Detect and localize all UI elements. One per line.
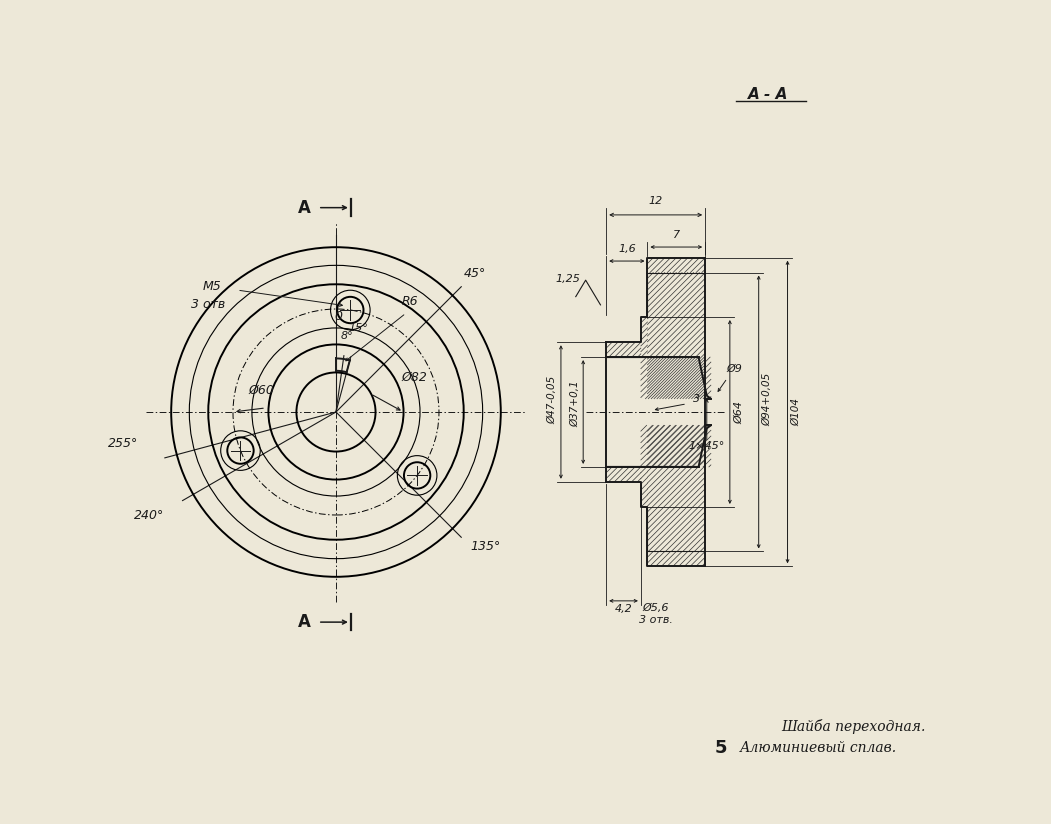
- Text: Ø60: Ø60: [249, 384, 274, 397]
- Text: 15°: 15°: [349, 324, 368, 334]
- Text: 1,25: 1,25: [555, 274, 580, 283]
- Text: 12: 12: [648, 196, 663, 206]
- Text: R6: R6: [401, 295, 418, 308]
- Text: 4,2: 4,2: [615, 604, 633, 615]
- Text: 1×45°: 1×45°: [688, 441, 725, 451]
- Text: A: A: [298, 613, 311, 631]
- Text: Ø5,6: Ø5,6: [642, 602, 668, 613]
- Text: 3 отв.: 3 отв.: [639, 615, 673, 625]
- Text: 8°: 8°: [341, 331, 353, 341]
- Text: Ø104: Ø104: [790, 398, 801, 426]
- Text: Алюминиевый сплав.: Алюминиевый сплав.: [740, 742, 897, 755]
- Text: 45°: 45°: [463, 267, 486, 280]
- Text: Ø37+0,1: Ø37+0,1: [570, 381, 580, 427]
- Text: Ø94+0,05: Ø94+0,05: [762, 373, 772, 426]
- Text: 3: 3: [694, 394, 700, 404]
- Text: 1,6: 1,6: [618, 244, 636, 254]
- Text: 255°: 255°: [107, 438, 138, 450]
- Text: 5: 5: [715, 739, 727, 757]
- Text: Шайба переходная.: Шайба переходная.: [781, 719, 925, 734]
- Text: A: A: [298, 199, 311, 217]
- Text: 135°: 135°: [470, 540, 500, 553]
- Text: Ø64: Ø64: [734, 400, 744, 424]
- Text: A - A: A - A: [748, 87, 788, 102]
- Text: 3 отв: 3 отв: [191, 298, 225, 311]
- Text: Ø47-0,05: Ø47-0,05: [548, 376, 558, 424]
- Text: 7: 7: [673, 230, 680, 240]
- Text: 240°: 240°: [133, 509, 164, 522]
- Text: Ø82: Ø82: [401, 371, 427, 384]
- Text: M5: M5: [203, 280, 222, 293]
- Text: Ø9: Ø9: [726, 364, 742, 374]
- Text: 0: 0: [334, 310, 343, 323]
